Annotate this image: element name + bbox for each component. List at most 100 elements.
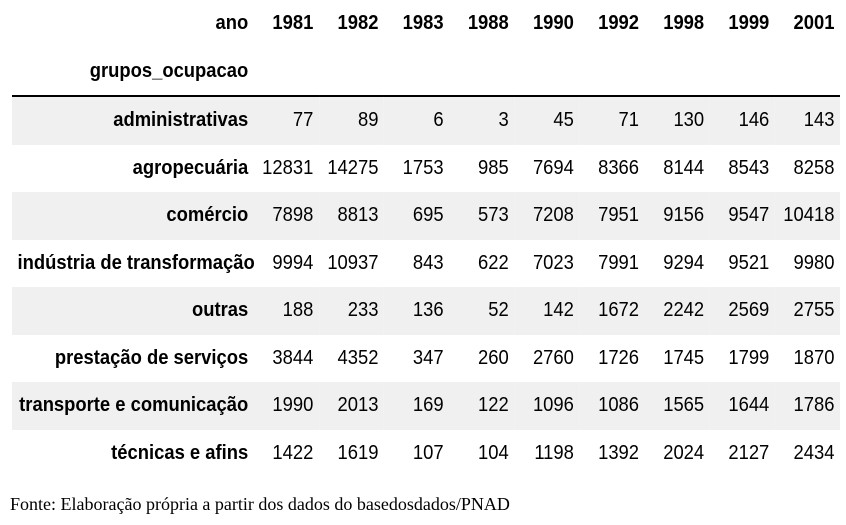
table-cell: 10418 (783, 204, 835, 227)
table-row: comércio 7898 8813 695 573 7208 7951 915… (12, 192, 840, 240)
table-row: transporte e comunicação 1990 2013 169 1… (12, 382, 840, 430)
column-header: 1998 (663, 12, 705, 35)
table-cell: 8366 (598, 156, 640, 179)
table-cell: 2434 (793, 441, 835, 464)
table-row: agropecuária 12831 14275 1753 985 7694 8… (12, 145, 840, 193)
table-cell: 2755 (793, 299, 835, 322)
column-header: 2001 (793, 12, 835, 35)
table-cell: 9994 (272, 251, 314, 274)
table-cell: 622 (478, 251, 509, 274)
table-cell: 9547 (728, 204, 770, 227)
row-label: técnicas e afins (111, 441, 249, 464)
table-cell: 1990 (272, 394, 314, 417)
table-row: outras 188 233 136 52 142 1672 2242 2569… (12, 287, 840, 335)
table-cell: 695 (412, 204, 444, 227)
table-cell: 1786 (793, 394, 835, 417)
table-cell: 2127 (728, 441, 770, 464)
column-header: 1999 (728, 12, 770, 35)
table-cell: 77 (292, 109, 314, 132)
table-cell: 146 (738, 109, 770, 132)
column-header-row: ano 1981 1982 1983 1988 1990 1992 1998 1… (12, 0, 840, 48)
table-cell: 7023 (532, 251, 574, 274)
table-cell: 1422 (272, 441, 314, 464)
table-cell: 7208 (532, 204, 574, 227)
table-cell: 1096 (532, 394, 574, 417)
table-cell: 6 (433, 109, 444, 132)
table-cell: 10937 (327, 251, 379, 274)
table-cell: 7951 (598, 204, 640, 227)
table-cell: 4352 (337, 346, 379, 369)
table-cell: 188 (282, 299, 314, 322)
table-cell: 52 (488, 299, 509, 322)
table-cell: 1753 (402, 156, 444, 179)
table-cell: 122 (478, 394, 509, 417)
table-cell: 3 (498, 109, 509, 132)
table-cell: 7898 (272, 204, 314, 227)
row-label: agropecuária (132, 156, 249, 179)
table-cell: 1745 (663, 346, 705, 369)
column-header: 1981 (272, 12, 314, 35)
column-header: 1992 (598, 12, 640, 35)
table-cell: 9980 (793, 251, 835, 274)
table-row: indústria de transformação 9994 10937 84… (12, 240, 840, 288)
table-cell: 7694 (532, 156, 574, 179)
table-cell: 142 (543, 299, 574, 322)
row-label: indústria de transformação (17, 251, 255, 274)
data-table: ano 1981 1982 1983 1988 1990 1992 1998 1… (12, 0, 840, 477)
table-cell: 233 (347, 299, 379, 322)
table-cell: 136 (412, 299, 444, 322)
index-name: grupos_ocupacao (12, 47, 254, 97)
table-cell: 260 (478, 346, 509, 369)
row-label: transporte e comunicação (19, 394, 249, 417)
table-cell: 14275 (327, 156, 379, 179)
table-cell: 143 (803, 109, 835, 132)
table-cell: 104 (478, 441, 509, 464)
table-cell: 3844 (272, 346, 314, 369)
table-cell: 1672 (598, 299, 640, 322)
table-header: ano 1981 1982 1983 1988 1990 1992 1998 1… (12, 0, 840, 97)
table-cell: 2760 (532, 346, 574, 369)
table-cell: 2242 (663, 299, 705, 322)
row-label: outras (191, 299, 249, 322)
table-cell: 9156 (663, 204, 705, 227)
table-cell: 2013 (337, 394, 379, 417)
row-label: administrativas (113, 109, 249, 132)
table-cell: 985 (478, 156, 509, 179)
table-cell: 843 (412, 251, 444, 274)
table-row: administrativas 77 89 6 3 45 71 130 146 … (12, 96, 840, 145)
column-header: 1988 (467, 12, 509, 35)
table-cell: 2024 (663, 441, 705, 464)
source-footnote: Fonte: Elaboração própria a partir dos d… (10, 494, 510, 514)
table-cell: 1644 (728, 394, 770, 417)
column-axis-name: ano (215, 12, 249, 35)
table-cell: 8144 (663, 156, 705, 179)
table-cell: 1799 (728, 346, 770, 369)
table-cell: 7991 (598, 251, 640, 274)
table-cell: 9294 (663, 251, 705, 274)
table-cell: 1392 (598, 441, 640, 464)
table-cell: 107 (412, 441, 444, 464)
table-cell: 9521 (728, 251, 770, 274)
table-cell: 573 (478, 204, 509, 227)
table-cell: 8543 (728, 156, 770, 179)
table-cell: 130 (673, 109, 705, 132)
table-cell: 1619 (337, 441, 379, 464)
table-body: administrativas 77 89 6 3 45 71 130 146 … (12, 96, 840, 477)
table-cell: 1198 (534, 441, 574, 464)
table-row: técnicas e afins 1422 1619 107 104 1198 … (12, 430, 840, 478)
table-cell: 169 (412, 394, 444, 417)
table-cell: 1086 (598, 394, 640, 417)
index-name-row: grupos_ocupacao (12, 47, 840, 97)
table-cell: 1870 (793, 346, 835, 369)
table-cell: 1565 (663, 394, 705, 417)
table-cell: 45 (553, 109, 574, 132)
table-cell: 347 (412, 346, 444, 369)
table-cell: 8258 (793, 156, 835, 179)
table-cell: 89 (358, 109, 379, 132)
table-cell: 1726 (598, 346, 640, 369)
row-label: comércio (166, 204, 249, 227)
table-row: prestação de serviços 3844 4352 347 260 … (12, 335, 840, 383)
column-header: 1982 (337, 12, 379, 35)
table-cell: 2569 (728, 299, 770, 322)
table-cell: 8813 (337, 204, 379, 227)
